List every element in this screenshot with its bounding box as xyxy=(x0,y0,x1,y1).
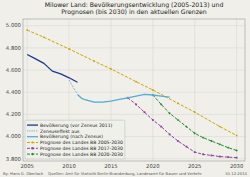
y-tick-label: 4.000 xyxy=(6,133,22,139)
series-marker xyxy=(235,149,237,151)
series-marker xyxy=(152,89,154,91)
series-marker xyxy=(185,125,187,127)
legend-marker xyxy=(31,153,34,156)
series-marker xyxy=(26,29,28,31)
footnote: 31.12.2014 xyxy=(225,171,247,176)
y-tick-label: 5.000 xyxy=(6,22,22,28)
legend-marker xyxy=(31,141,33,143)
grid-line xyxy=(23,114,245,115)
series-marker xyxy=(185,146,187,148)
title-line: Prognosen (bis 2030) in den aktuellen Gr… xyxy=(61,8,207,16)
legend-swatch xyxy=(27,136,38,137)
footnote: Quellen: Amt für Statistik Berlin-Brande… xyxy=(48,171,202,176)
x-tick-label: 2015 xyxy=(104,163,117,169)
series-marker xyxy=(177,102,179,104)
legend-label: Prognose des Landes BB 2017-2030 xyxy=(40,146,123,151)
series-marker xyxy=(194,151,196,153)
series-marker xyxy=(169,133,171,135)
legend-frame xyxy=(25,120,125,159)
series-marker xyxy=(227,156,229,158)
series-marker xyxy=(219,143,221,145)
series-line xyxy=(27,55,77,83)
legend-label: Zensuseffekt aus xyxy=(40,129,80,134)
series-marker xyxy=(177,119,179,121)
plot-frame xyxy=(23,19,245,161)
series-marker xyxy=(152,119,154,121)
series-marker xyxy=(219,156,221,158)
chart: Milower Land: Bevölkerungsentwicklung (2… xyxy=(0,0,250,177)
x-tick-label: 2010 xyxy=(62,163,76,169)
series-marker xyxy=(168,112,170,114)
grid-line xyxy=(23,92,245,93)
series-marker xyxy=(135,104,137,106)
series-marker xyxy=(160,103,162,105)
series-marker xyxy=(202,137,204,139)
series-marker xyxy=(135,81,137,83)
legend-swatch xyxy=(27,130,38,131)
series-marker xyxy=(68,48,70,50)
y-tick-label: 4.800 xyxy=(6,45,22,51)
grid-line xyxy=(152,19,153,161)
background xyxy=(0,0,250,177)
x-tick-label: 2030 xyxy=(230,163,244,169)
legend-swatch xyxy=(27,154,38,155)
legend-label: Bevölkerung (vor Zensus 2011) xyxy=(40,123,113,128)
series-line xyxy=(27,30,236,135)
series-marker xyxy=(93,60,95,62)
series-line xyxy=(128,98,237,158)
data xyxy=(26,29,238,158)
footnote: By: Hans G. Oberlack xyxy=(3,171,44,176)
grid-line xyxy=(236,19,237,161)
series-marker xyxy=(160,126,162,128)
y-tick-label: 3.800 xyxy=(6,156,22,162)
series-marker xyxy=(194,111,196,113)
series-marker xyxy=(43,36,45,38)
grid xyxy=(23,19,245,161)
series-marker xyxy=(236,135,238,137)
title: Milower Land: Bevölkerungsentwicklung (2… xyxy=(45,1,224,16)
y-tick-label: 4.600 xyxy=(6,67,22,73)
legend: Bevölkerung (vor Zensus 2011)Zensuseffek… xyxy=(25,120,125,159)
legend-marker xyxy=(31,147,33,149)
series-marker xyxy=(236,157,238,159)
series-marker xyxy=(202,153,204,155)
legend-label: Prognose des Landes BB 2020-2030 xyxy=(40,152,123,157)
y-tick-label: 4.400 xyxy=(6,89,22,95)
legend-label: Bevölkerung (nach Zensus) xyxy=(40,134,103,139)
series-line xyxy=(153,95,237,150)
grid-line xyxy=(194,19,195,161)
x-tick-label: 2005 xyxy=(20,163,33,169)
series-marker xyxy=(211,155,213,157)
grid-line xyxy=(23,70,245,71)
series-marker xyxy=(194,132,196,134)
legend-swatch xyxy=(27,148,38,149)
grid-line xyxy=(23,47,245,48)
series-line xyxy=(77,94,169,102)
legend-label: Prognose des Landes BB 2005-2030 xyxy=(40,140,123,145)
series-marker xyxy=(210,140,212,142)
series-marker xyxy=(110,68,112,70)
series-marker xyxy=(144,111,146,113)
y-tick-label: 4.200 xyxy=(6,111,22,117)
grid-line xyxy=(23,25,245,26)
legend-swatch xyxy=(27,124,38,125)
legend-swatch xyxy=(27,142,38,143)
series-marker xyxy=(227,147,229,149)
series-marker xyxy=(219,126,221,128)
x-tick-label: 2025 xyxy=(188,163,201,169)
x-tick-label: 2020 xyxy=(146,163,160,169)
series-marker xyxy=(177,140,179,142)
